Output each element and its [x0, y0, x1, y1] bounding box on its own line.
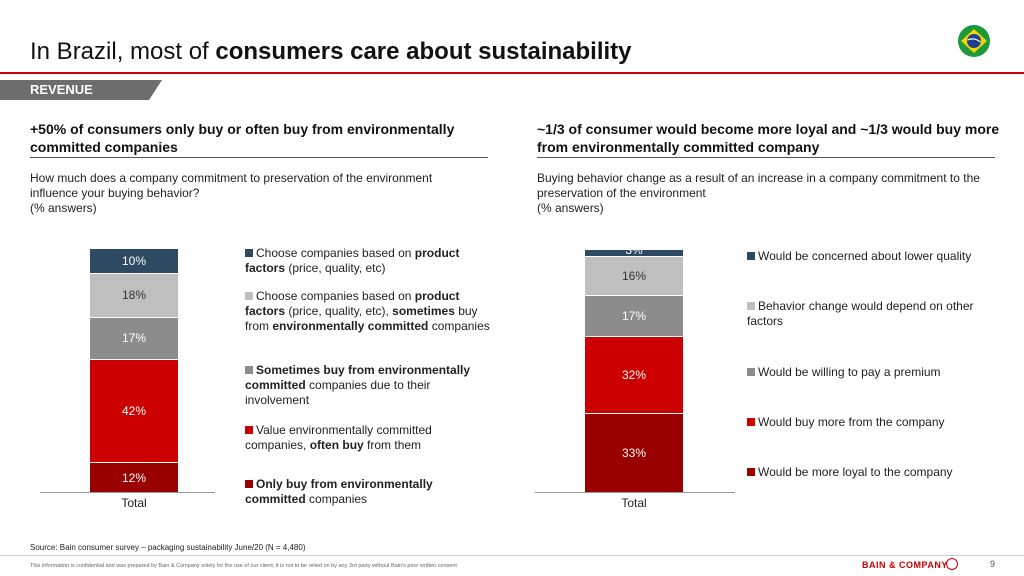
legend-swatch — [747, 468, 755, 476]
legend-text: often buy — [309, 438, 364, 452]
legend-text: Would be more loyal to the company — [758, 465, 953, 479]
source-note: Source: Bain consumer survey – packaging… — [30, 543, 306, 552]
legend-item: Would be concerned about lower quality — [747, 249, 992, 264]
legend-text: (price, quality, etc), — [285, 304, 393, 318]
legend-text: Would buy more from the company — [758, 415, 945, 429]
legend-text: companies — [428, 319, 490, 333]
legend-text: Choose companies based on — [256, 246, 415, 260]
legend-item: Sometimes buy from environmentally commi… — [245, 363, 490, 408]
footer-divider — [0, 555, 1024, 556]
legend-text: Only buy from environmentally committed — [245, 477, 433, 506]
legend-text: Would be willing to pay a premium — [758, 365, 941, 379]
right-divider — [537, 157, 995, 158]
right-question-text: Buying behavior change as a result of an… — [537, 171, 980, 200]
legend-text: Choose companies based on — [256, 289, 415, 303]
legend-text: sometimes — [392, 304, 455, 318]
left-divider — [30, 157, 488, 158]
legend-text: Behavior change would depend on other fa… — [747, 299, 974, 328]
bar-segment: 18% — [90, 272, 178, 317]
legend-swatch — [245, 249, 253, 257]
bar-segment: 17% — [90, 317, 178, 359]
data-label: 12% — [121, 470, 147, 485]
bar-segment: 16% — [585, 256, 683, 295]
legend-text: Value environmentally committed companie… — [245, 423, 432, 452]
data-label: 18% — [121, 288, 147, 303]
x-axis — [535, 492, 735, 493]
data-label: 3% — [625, 243, 643, 258]
legend-item: Would be more loyal to the company — [747, 465, 992, 480]
page-title: In Brazil, most of consumers care about … — [30, 38, 632, 66]
data-label: 32% — [621, 367, 647, 382]
title-bold: consumers care about sustainability — [215, 38, 632, 65]
section-tag: REVENUE — [0, 80, 162, 100]
left-unit: (% answers) — [30, 201, 97, 215]
right-question: Buying behavior change as a result of an… — [537, 171, 997, 216]
legend-swatch — [245, 426, 253, 434]
legend-swatch — [245, 366, 253, 374]
legend-text: environmentally committed — [272, 319, 429, 333]
data-label: 17% — [621, 308, 647, 323]
x-axis — [40, 492, 215, 493]
legend-item: Choose companies based on product factor… — [245, 289, 490, 334]
bar-segment: 33% — [585, 412, 683, 492]
confidential-note: This information is confidential and was… — [30, 563, 457, 569]
left-heading: +50% of consumers only buy or often buy … — [30, 121, 455, 155]
stacked-bar-total: 33% 32% 17% 16% 3% — [585, 243, 683, 492]
legend-item: Would buy more from the company — [747, 415, 992, 430]
legend-text: buy from — [245, 304, 478, 333]
legend-swatch — [747, 418, 755, 426]
brand-logo: BAIN & COMPANY — [862, 560, 948, 570]
title-normal: In Brazil, most of — [30, 38, 216, 65]
bar-segment: 17% — [585, 294, 683, 336]
right-heading: ~1/3 of consumer would become more loyal… — [537, 121, 1000, 155]
x-tick-label: Total — [621, 496, 647, 510]
legend-swatch — [245, 292, 253, 300]
stacked-bar-total: 12% 42% 17% 18% 10% — [90, 248, 178, 492]
legend-text: (price, quality, etc) — [285, 261, 386, 275]
bar-segment: 12% — [90, 462, 178, 492]
legend-swatch — [747, 302, 755, 310]
bar-segment: 10% — [90, 248, 178, 273]
legend-text: product factors — [245, 289, 460, 318]
legend-item: Only buy from environmentally committed … — [245, 477, 490, 507]
data-label: 17% — [121, 331, 147, 346]
page-number: 9 — [990, 559, 996, 569]
bar-segment: 3% — [585, 243, 683, 257]
legend-swatch — [747, 368, 755, 376]
x-tick-label: Total — [121, 496, 147, 510]
data-label: 10% — [121, 253, 147, 268]
title-divider — [0, 72, 1024, 74]
legend-swatch — [747, 252, 755, 260]
data-label: 42% — [121, 404, 147, 419]
legend-text: from them — [363, 438, 422, 452]
legend-item: Behavior change would depend on other fa… — [747, 299, 992, 329]
legend-item: Value environmentally committed companie… — [245, 423, 490, 453]
bar-segment: 32% — [585, 335, 683, 413]
left-question: How much does a company commitment to pr… — [30, 171, 480, 216]
legend-text: companies — [305, 492, 368, 506]
legend-text: product factors — [245, 246, 460, 275]
data-label: 33% — [621, 445, 647, 460]
legend-text: Sometimes buy from environmentally commi… — [245, 363, 471, 392]
left-question-text: How much does a company commitment to pr… — [30, 171, 433, 200]
right-unit: (% answers) — [537, 201, 604, 215]
legend-text: companies due to their involvement — [245, 378, 431, 407]
legend-item: Would be willing to pay a premium — [747, 365, 992, 380]
brazil-flag-icon — [958, 25, 990, 57]
bain-mark-icon — [946, 558, 958, 570]
legend-text: Would be concerned about lower quality — [758, 249, 972, 263]
legend-swatch — [245, 480, 253, 488]
bar-segment: 42% — [90, 358, 178, 463]
legend-item: Choose companies based on product factor… — [245, 246, 490, 276]
data-label: 16% — [621, 268, 647, 283]
